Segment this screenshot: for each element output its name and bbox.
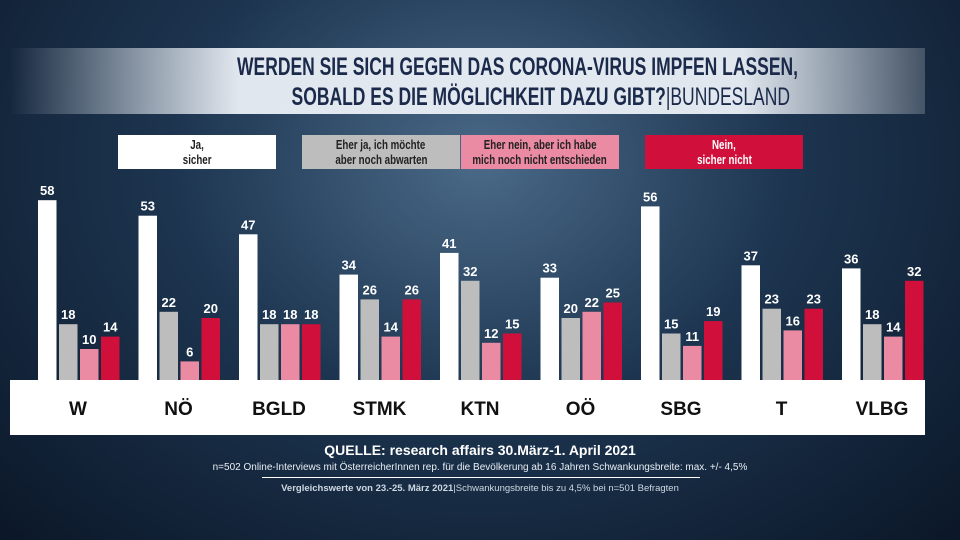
category-label: OÖ <box>566 399 596 420</box>
legend-item: Ja, sicher <box>118 135 276 169</box>
data-label: 20 <box>564 301 578 316</box>
data-label: 25 <box>606 286 620 301</box>
data-label: 22 <box>585 295 599 310</box>
bar <box>80 349 99 380</box>
category-label: T <box>776 399 788 420</box>
data-label: 32 <box>907 264 921 279</box>
data-label: 23 <box>765 292 779 307</box>
title-band <box>10 48 925 114</box>
category-label: NÖ <box>164 399 193 420</box>
bar <box>603 302 622 380</box>
category-label: SBG <box>660 399 701 420</box>
bar <box>461 280 480 380</box>
footer-divider <box>262 477 700 478</box>
data-label: 18 <box>304 307 318 322</box>
bar <box>884 336 903 380</box>
bar <box>582 311 601 380</box>
data-label: 56 <box>643 189 657 204</box>
title-suffix: |BUNDESLAND <box>665 83 790 111</box>
bar <box>159 311 178 380</box>
bar <box>339 274 358 380</box>
bar <box>704 321 723 380</box>
legend-item: Eher nein, aber ich habe mich noch nicht … <box>461 135 619 169</box>
bar <box>440 252 459 380</box>
data-label: 12 <box>484 326 498 341</box>
data-label: 18 <box>61 307 75 322</box>
bar <box>239 234 258 380</box>
method-text: n=502 Online-Interviews mit Österreicher… <box>212 462 748 473</box>
data-label: 15 <box>664 317 678 332</box>
bar <box>662 333 681 380</box>
data-label: 34 <box>342 258 357 273</box>
title-line-2: SOBALD ES DIE MÖGLICHKEIT DAZU GIBT? <box>291 83 666 111</box>
category-label: VLBG <box>856 399 909 420</box>
data-label: 26 <box>363 282 377 297</box>
bar <box>804 308 823 380</box>
data-label: 19 <box>706 304 720 319</box>
data-label: 47 <box>241 217 255 232</box>
compare-rest: |Schwankungsbreite bis zu 4,5% bei n=501… <box>453 483 679 494</box>
data-label: 11 <box>685 329 699 344</box>
bar <box>138 215 157 380</box>
data-label: 23 <box>807 292 821 307</box>
bar <box>683 345 702 380</box>
category-label: BGLD <box>252 399 306 420</box>
bar <box>842 268 861 380</box>
legend-item: Eher ja, ich möchte aber noch abwarten <box>302 135 460 169</box>
data-label: 16 <box>786 313 800 328</box>
data-label: 14 <box>103 320 118 335</box>
bar <box>38 200 57 380</box>
data-label: 18 <box>283 307 297 322</box>
data-label: 26 <box>405 282 419 297</box>
compare-text: Vergleichswerte von 23.-25. März 2021|Sc… <box>0 483 960 494</box>
bar <box>762 308 781 380</box>
data-label: 14 <box>384 320 399 335</box>
data-label: 37 <box>744 248 758 263</box>
bar <box>783 330 802 380</box>
bar <box>201 318 220 380</box>
bar <box>260 324 279 380</box>
data-label: 33 <box>543 261 557 276</box>
category-label: STMK <box>353 399 407 420</box>
data-label: 15 <box>505 317 519 332</box>
bar <box>281 324 300 380</box>
bar <box>905 280 924 380</box>
bar <box>503 333 522 380</box>
data-label: 18 <box>262 307 276 322</box>
bar <box>540 277 559 380</box>
bar <box>101 336 120 380</box>
bar <box>402 299 421 380</box>
data-label: 14 <box>886 320 901 335</box>
bar <box>561 318 580 380</box>
bar <box>381 336 400 380</box>
bar <box>302 324 321 380</box>
category-label: KTN <box>460 399 499 420</box>
data-label: 32 <box>463 264 477 279</box>
compare-bold: Vergleichswerte von 23.-25. März 2021 <box>281 483 454 494</box>
data-label: 20 <box>204 301 218 316</box>
data-label: 58 <box>40 183 54 198</box>
data-label: 6 <box>186 344 193 359</box>
data-label: 18 <box>865 307 879 322</box>
data-label: 22 <box>162 295 176 310</box>
category-band <box>10 380 925 435</box>
data-label: 41 <box>442 236 456 251</box>
title-line-1: WERDEN SIE SICH GEGEN DAS CORONA-VIRUS I… <box>237 53 799 81</box>
bar <box>360 299 379 380</box>
data-label: 36 <box>844 251 858 266</box>
bar <box>863 324 882 380</box>
legend-item: Nein, sicher nicht <box>645 135 803 169</box>
bar <box>641 206 660 380</box>
bar <box>741 265 760 380</box>
bar <box>482 342 501 380</box>
chart-title: WERDEN SIE SICH GEGEN DAS CORONA-VIRUS I… <box>237 52 799 112</box>
category-label: W <box>69 399 87 420</box>
data-label: 10 <box>82 332 96 347</box>
source-text: QUELLE: research affairs 30.März-1. Apri… <box>324 442 636 458</box>
bar <box>59 324 78 380</box>
bar <box>180 361 199 380</box>
data-label: 53 <box>141 199 155 214</box>
